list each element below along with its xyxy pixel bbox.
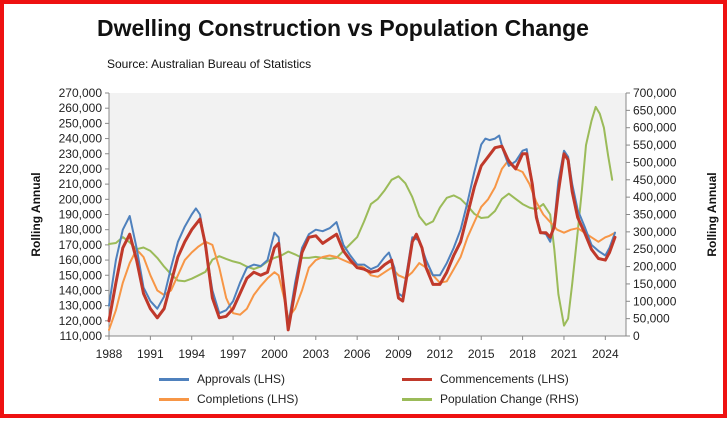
legend-label-completions: Completions (LHS): [197, 392, 299, 406]
legend-item-completions: Completions (LHS): [159, 392, 298, 406]
x-tick-label: 2021: [551, 347, 578, 361]
y-right-tick-label: 500,000: [633, 155, 677, 169]
legend-swatch-completions: [159, 397, 189, 401]
y-right-tick-label: 150,000: [633, 277, 677, 291]
y-right-tick-label: 550,000: [633, 138, 677, 152]
y-left-tick-label: 270,000: [59, 86, 103, 100]
source-note: Source: Australian Bureau of Statistics: [107, 57, 312, 71]
y-right-tick-label: 600,000: [633, 121, 677, 135]
y-right-tick-label: 400,000: [633, 190, 677, 204]
y-right-tick-label: 450,000: [633, 173, 677, 187]
y-left-tick-label: 130,000: [59, 299, 103, 313]
y-right-tick-label: 650,000: [633, 103, 677, 117]
y-left-tick-label: 210,000: [59, 177, 103, 191]
x-tick-label: 1997: [220, 347, 247, 361]
legend-item-population: Population Change (RHS): [402, 392, 579, 406]
line-chart: 110,000120,000130,000140,000150,000160,0…: [29, 86, 719, 361]
x-tick-label: 2009: [385, 347, 412, 361]
legend-item-commencements: Commencements (LHS): [402, 372, 569, 386]
x-tick-label: 1994: [178, 347, 205, 361]
x-tick-label: 2012: [427, 347, 454, 361]
y-right-tick-label: 200,000: [633, 260, 677, 274]
y-left-tick-label: 180,000: [59, 223, 103, 237]
legend-label-population: Population Change (RHS): [440, 392, 579, 406]
y-left-tick-label: 260,000: [59, 101, 103, 115]
series-line-commencements: [107, 144, 617, 332]
y-right-tick-label: 0: [633, 329, 640, 343]
y-right-tick-label: 700,000: [633, 86, 677, 100]
series-line-population-change: [108, 105, 614, 327]
legend-swatch-approvals: [159, 377, 189, 381]
chart-title: Dwelling Construction vs Population Chan…: [97, 15, 589, 41]
y-left-tick-label: 190,000: [59, 208, 103, 222]
x-tick-label: 2015: [468, 347, 495, 361]
x-tick-label: 2018: [509, 347, 536, 361]
x-tick-label: 2000: [261, 347, 288, 361]
y-left-tick-label: 230,000: [59, 147, 103, 161]
y-right-tick-label: 300,000: [633, 225, 677, 239]
y-left-tick-label: 200,000: [59, 192, 103, 206]
y-left-tick-label: 150,000: [59, 268, 103, 282]
x-tick-label: 1988: [96, 347, 123, 361]
y-left-tick-label: 170,000: [59, 238, 103, 252]
y-left-tick-label: 140,000: [59, 283, 103, 297]
x-tick-label: 2003: [302, 347, 329, 361]
legend-swatch-population: [402, 397, 432, 401]
legend-swatch-commencements: [402, 377, 432, 381]
legend-item-approvals: Approvals (LHS): [159, 372, 285, 386]
x-tick-label: 2006: [344, 347, 371, 361]
y-right-tick-label: 250,000: [633, 242, 677, 256]
y-right-axis-title: Rolling Annual: [705, 172, 719, 256]
y-right-tick-label: 100,000: [633, 294, 677, 308]
y-left-tick-label: 250,000: [59, 116, 103, 130]
y-right-tick-label: 350,000: [633, 208, 677, 222]
y-left-tick-label: 240,000: [59, 132, 103, 146]
y-left-axis-title: Rolling Annual: [29, 172, 43, 256]
y-left-tick-label: 110,000: [60, 329, 103, 343]
y-right-tick-label: 50,000: [633, 312, 670, 326]
legend-label-approvals: Approvals (LHS): [197, 372, 286, 386]
x-tick-label: 2024: [592, 347, 619, 361]
legend-label-commencements: Commencements (LHS): [440, 372, 569, 386]
y-left-tick-label: 160,000: [59, 253, 103, 267]
x-tick-label: 1991: [137, 347, 164, 361]
y-left-tick-label: 220,000: [59, 162, 103, 176]
y-left-tick-label: 120,000: [59, 314, 103, 328]
